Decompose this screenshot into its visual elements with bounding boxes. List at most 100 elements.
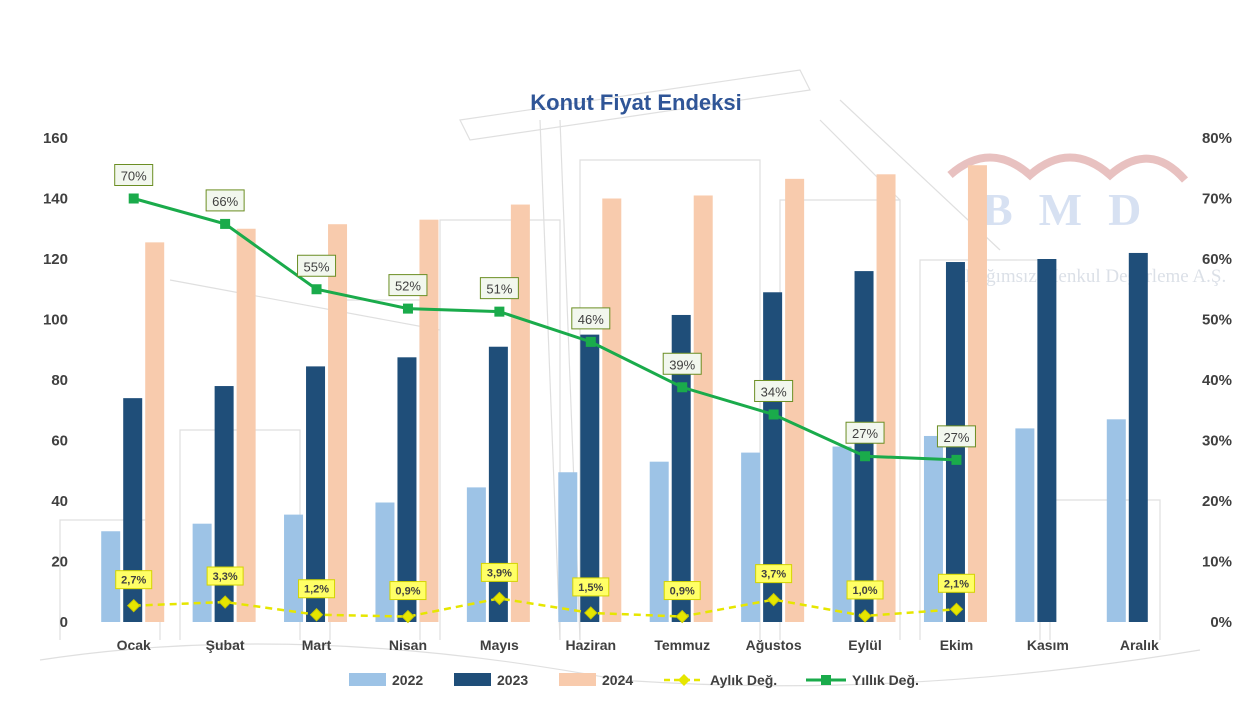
monthly-change-marker-4 (492, 591, 507, 606)
monthly-change-marker-1 (218, 595, 232, 609)
monthly-change-label-1: 3,3% (213, 571, 238, 583)
y-right-tick-label: 60% (1202, 251, 1232, 268)
monthly-change-marker-7 (766, 592, 781, 607)
bmd-logo: BMD Bağımsız Menkul Değerleme A.Ş. (947, 153, 1226, 287)
monthly-change-label-box-5 (572, 577, 610, 597)
y-right-tick-label: 50% (1202, 312, 1232, 329)
yearly-change-marker-9 (951, 454, 962, 465)
y-left-tick-label: 80 (51, 372, 68, 389)
bar-series (101, 165, 1148, 623)
monthly-change-marker-8 (858, 609, 872, 623)
monthly-change-marker-9 (949, 602, 964, 617)
bar-2022-9 (923, 435, 943, 622)
monthly-change-marker-5 (584, 606, 598, 620)
bar-2023-4 (488, 346, 508, 622)
legend-label-2023: 2023 (497, 672, 528, 688)
yearly-change-marker-7 (768, 409, 779, 420)
bar-2023-2 (306, 366, 326, 622)
yearly-change-label-box-6 (662, 352, 702, 375)
yearly-change-label-7: 34% (761, 384, 787, 399)
x-tick-label: Kasım (1027, 637, 1069, 653)
line-series: 2,7% 3,3% 1,2% 0,9% 3,9% 1,5% 0,9% 3,7% 1,0% 2,1%… (114, 164, 976, 624)
yearly-change-label-6: 39% (669, 357, 695, 372)
monthly-change-label-0: 2,7% (121, 575, 146, 587)
bar-2024-3 (419, 219, 439, 623)
y-left-tick-label: 140 (43, 191, 68, 208)
bar-2023-5 (580, 334, 600, 622)
bar-2023-0 (123, 398, 143, 622)
x-tick-label: Şubat (206, 637, 245, 653)
y-left-tick-label: 0 (60, 614, 68, 631)
bar-2023-11 (1128, 252, 1148, 622)
bar-2024-0 (145, 242, 165, 623)
yearly-change-label-9: 27% (943, 430, 969, 445)
y-right-tick-label: 10% (1202, 554, 1232, 571)
y-axis-left: 0 20 40 60 80 100 120 140 160 (43, 130, 68, 631)
bar-2024-4 (510, 204, 530, 623)
monthly-change-label-6: 0,9% (670, 586, 695, 598)
x-tick-label: Mayıs (480, 637, 519, 653)
yearly-change-line (133, 197, 957, 462)
yearly-change-label-box-2 (297, 254, 337, 277)
yearly-change-label-8: 27% (852, 426, 878, 441)
monthly-change-marker-6 (675, 609, 689, 624)
bar-2022-2 (284, 514, 304, 622)
logo-text: BMD (982, 184, 1167, 235)
x-axis: Ocak Şubat Mart Nisan Mayıs Haziran Temmuz Ağus… (117, 637, 1159, 653)
bar-2022-4 (466, 487, 486, 622)
yearly-change-marker-8 (860, 451, 871, 462)
yearly-change-label-box-4 (479, 277, 519, 300)
y-left-tick-label: 20 (51, 554, 68, 571)
monthly-change-label-box-3 (389, 581, 427, 601)
x-tick-label: Nisan (389, 637, 427, 653)
yearly-change-label-box-1 (205, 189, 245, 212)
monthly-change-label-box-7 (755, 564, 793, 584)
bar-2023-3 (397, 357, 417, 622)
yearly-change-label-4: 51% (486, 282, 512, 297)
y-right-tick-label: 70% (1202, 191, 1232, 208)
y-left-tick-label: 120 (43, 251, 68, 268)
y-left-tick-label: 100 (43, 312, 68, 329)
legend-label-monthly: Aylık Değ. (710, 672, 777, 688)
x-tick-label: Ekim (940, 637, 973, 653)
y-left-tick-label: 40 (51, 493, 68, 510)
monthly-change-label-box-2 (298, 579, 336, 599)
x-tick-label: Temmuz (654, 637, 710, 653)
y-right-tick-label: 80% (1202, 130, 1232, 147)
y-right-tick-label: 30% (1202, 433, 1232, 450)
monthly-change-marker-2 (309, 608, 324, 622)
yearly-change-label-5: 46% (578, 312, 604, 327)
legend: 2022 2023 2024 Aylık Değ. Yıllık Değ. (349, 672, 919, 688)
legend-swatch-2022 (349, 673, 386, 686)
x-tick-label: Ağustos (746, 637, 802, 653)
monthly-change-label-4: 3,9% (487, 567, 512, 579)
yearly-change-marker-4 (494, 306, 505, 317)
yearly-change-label-1: 66% (212, 194, 238, 209)
legend-swatch-2024 (559, 673, 596, 686)
legend-label-2022: 2022 (392, 672, 423, 688)
monthly-change-label-box-1 (206, 566, 244, 586)
yearly-change-label-2: 55% (304, 259, 330, 274)
bar-2024-5 (602, 198, 622, 622)
bar-2023-7 (763, 292, 783, 622)
bar-2022-8 (832, 446, 852, 622)
monthly-change-label-box-4 (480, 562, 518, 582)
yearly-change-label-box-7 (754, 379, 794, 402)
yearly-change-label-box-0 (114, 164, 154, 186)
bar-2022-5 (558, 472, 578, 622)
bar-2024-9 (967, 165, 987, 622)
logo-subtitle: Bağımsız Menkul Değerleme A.Ş. (965, 266, 1226, 287)
bar-2022-7 (741, 452, 761, 622)
yearly-change-label-box-3 (388, 274, 428, 297)
y-left-tick-label: 160 (43, 130, 68, 147)
logo-arc (947, 153, 1189, 183)
monthly-change-label-2: 1,2% (304, 584, 329, 596)
yearly-change-label-3: 52% (395, 279, 421, 294)
bar-2022-11 (1106, 419, 1126, 622)
y-right-tick-label: 20% (1202, 493, 1232, 510)
bar-2023-1 (214, 386, 234, 622)
y-left-tick-label: 60 (51, 433, 68, 450)
bar-2024-7 (785, 178, 805, 622)
